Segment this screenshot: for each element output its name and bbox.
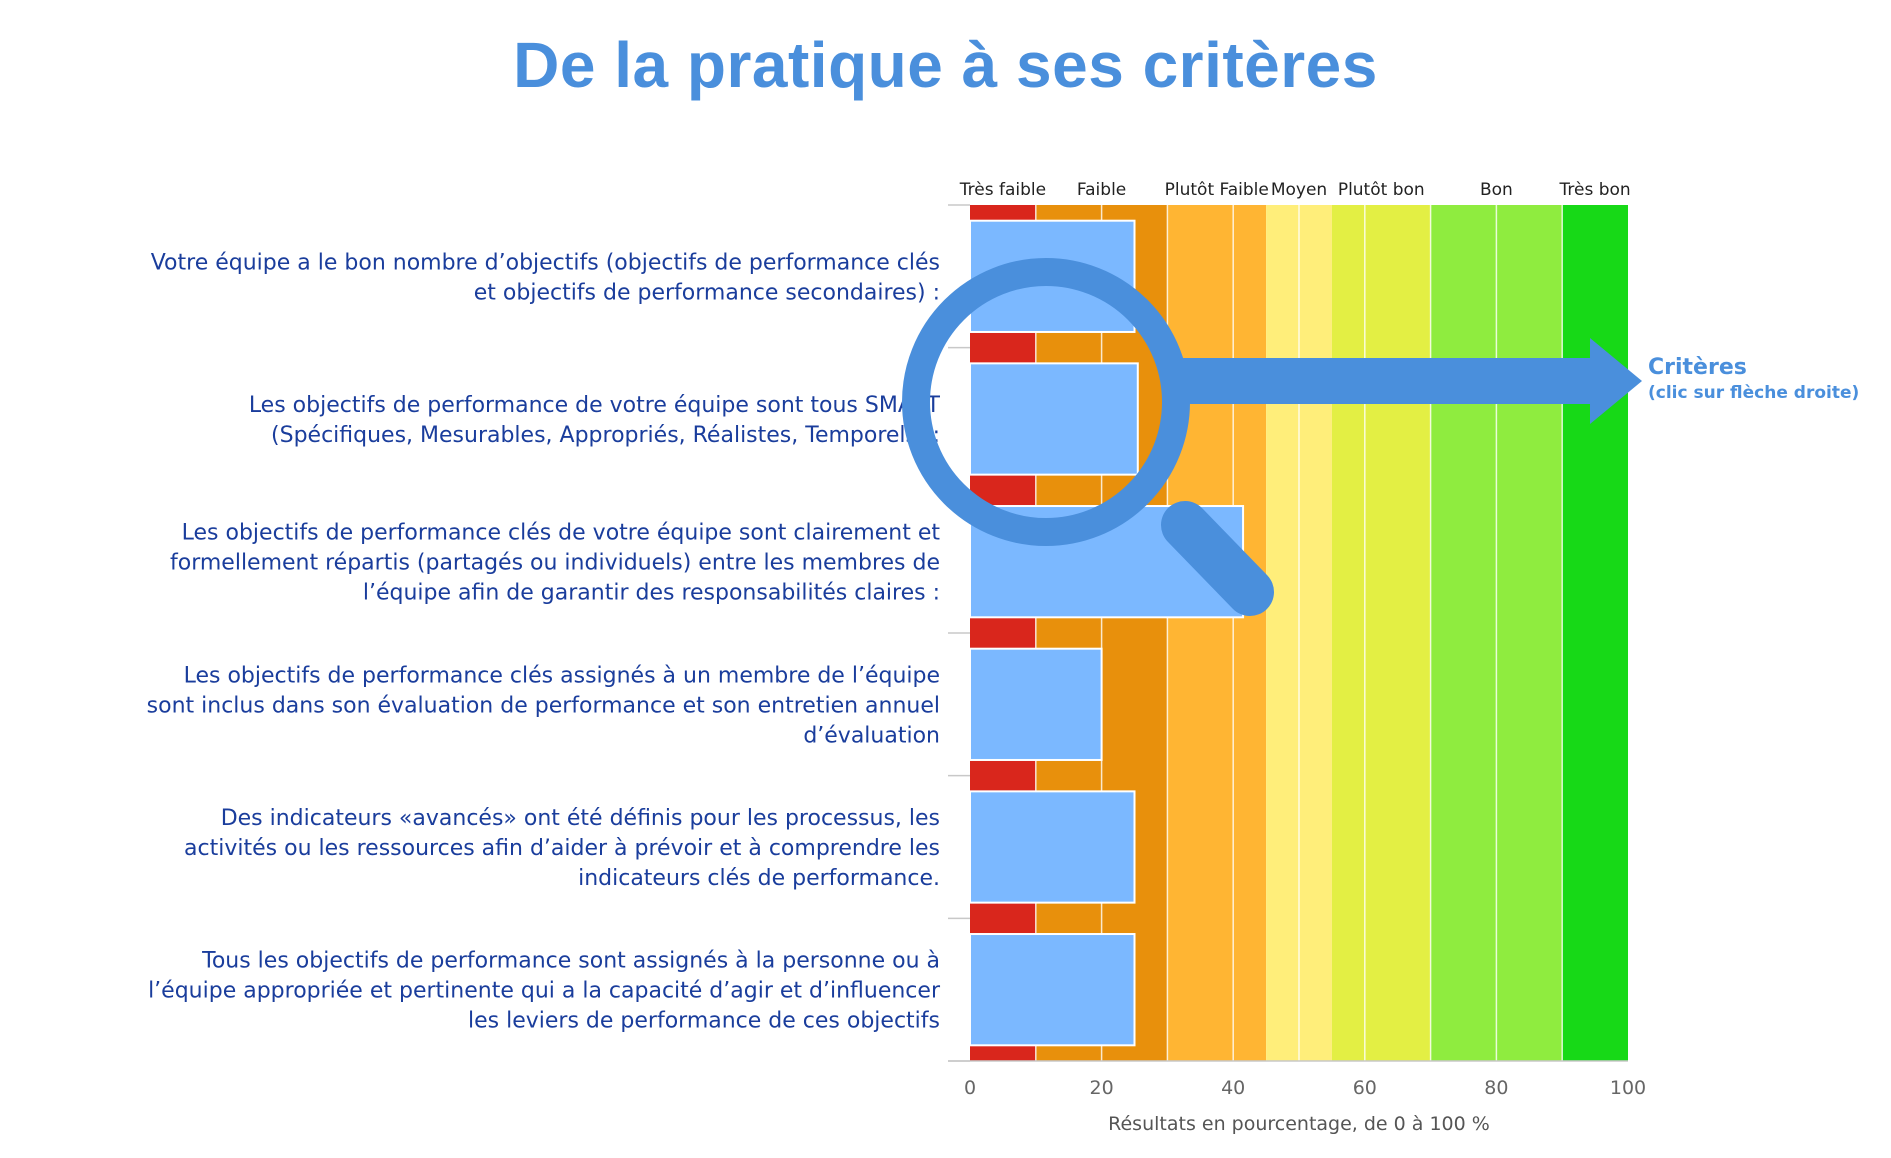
bar [969, 647, 1103, 761]
zone-band [1562, 205, 1628, 1061]
x-tick-label: 100 [1610, 1077, 1646, 1099]
zone-label: Plutôt bon [1338, 180, 1425, 200]
zone-label: Moyen [1271, 180, 1327, 200]
x-axis-title: Résultats en pourcentage, de 0 à 100 % [1108, 1113, 1490, 1135]
bar [969, 933, 1136, 1047]
question-label: Les objectifs de performance clés assign… [147, 663, 940, 748]
zone-band [1167, 205, 1267, 1061]
bar [969, 790, 1136, 904]
criteria-link-title[interactable]: Critères [1648, 355, 1747, 380]
right-arrow-icon[interactable] [1175, 338, 1642, 424]
x-tick-label: 20 [1090, 1077, 1114, 1099]
question-label: Les objectifs de performance clés de vot… [170, 521, 940, 606]
question-label: Des indicateurs «avancés» ont été défini… [184, 806, 940, 891]
x-tick-label: 60 [1353, 1077, 1377, 1099]
x-tick-label: 40 [1221, 1077, 1245, 1099]
x-tick-label: 80 [1484, 1077, 1508, 1099]
zone-band [970, 205, 1036, 1061]
criteria-callout[interactable]: Critères (clic sur flèche droite) [902, 258, 1859, 616]
question-label: Les objectifs de performance de votre éq… [249, 393, 941, 448]
zone-band [1331, 205, 1431, 1061]
bar [969, 362, 1139, 476]
criteria-link-subtitle[interactable]: (clic sur flèche droite) [1648, 383, 1859, 403]
question-label: Votre équipe a le bon nombre d’objectifs… [151, 250, 940, 305]
x-tick-label: 0 [964, 1077, 976, 1099]
zone-label: Bon [1480, 180, 1513, 200]
question-label: Tous les objectifs de performance sont a… [148, 949, 941, 1034]
zone-label: Très bon [1559, 180, 1631, 200]
zone-label: Plutôt Faible [1165, 180, 1269, 200]
page-title: De la pratique à ses critères [513, 29, 1378, 101]
zone-label: Très faible [959, 180, 1046, 200]
zone-label: Faible [1077, 180, 1126, 200]
